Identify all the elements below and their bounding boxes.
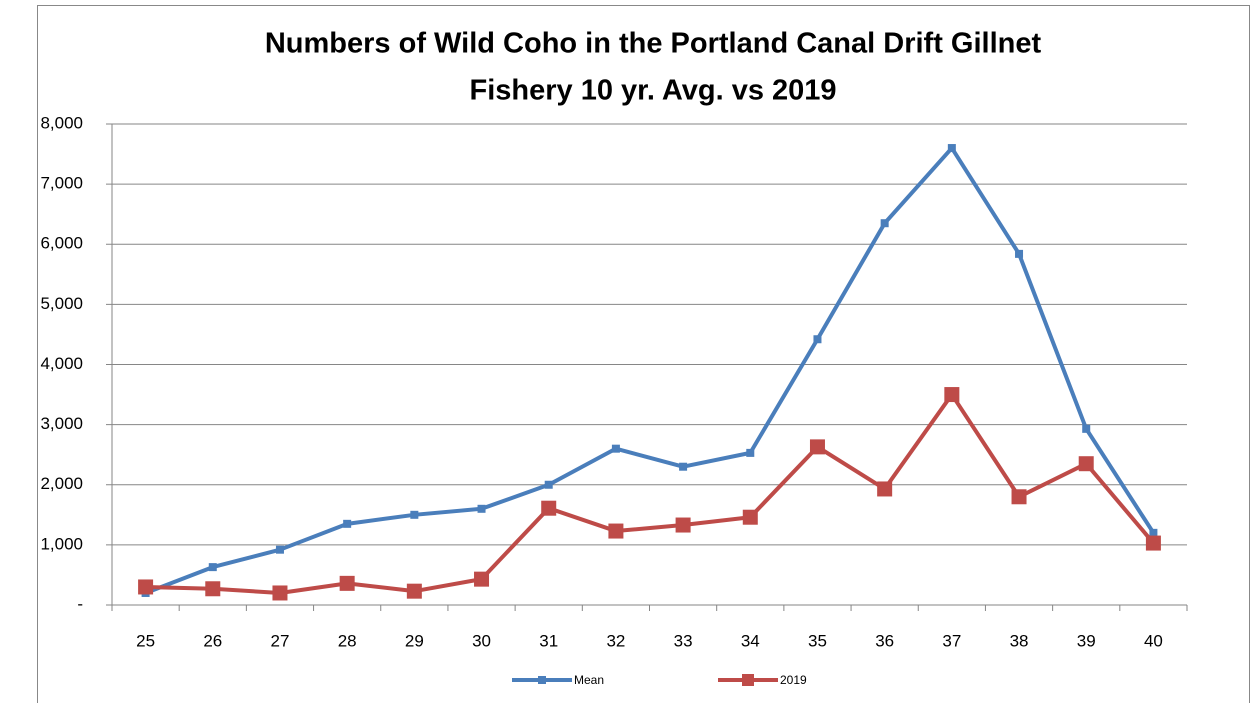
x-tick-label: 26 [203,631,222,650]
marker [608,523,624,539]
legend-marker [538,676,546,684]
legend-label: 2019 [780,673,807,687]
marker [675,517,691,533]
x-tick-label: 30 [472,631,491,650]
marker [742,509,758,525]
legend-marker [742,674,754,686]
marker [877,481,893,497]
y-tick-label: 3,000 [40,414,83,433]
legend-label: Mean [574,673,604,687]
marker [611,444,620,453]
marker [208,563,217,572]
series-line [144,146,1156,595]
marker [410,510,419,519]
y-tick-label: 1,000 [40,534,83,553]
x-tick-label: 36 [875,631,894,650]
y-tick-label: 5,000 [40,294,83,313]
marker [205,581,221,597]
series-line [145,392,1155,595]
marker [272,585,288,601]
x-tick-label: 27 [271,631,290,650]
marker [275,545,284,554]
x-tick-label: 35 [808,631,827,650]
marker [544,480,553,489]
marker [880,219,889,228]
x-tick-label: 40 [1144,631,1163,650]
marker [1015,249,1024,258]
chart-title: Fishery 10 yr. Avg. vs 2019 [469,75,836,107]
marker [343,519,352,528]
marker [406,583,422,599]
y-tick-label: 2,000 [40,474,83,493]
marker [746,448,755,457]
x-tick-label: 38 [1010,631,1029,650]
x-tick-label: 34 [741,631,760,650]
y-tick-label: 4,000 [40,354,83,373]
y-tick-label: 6,000 [40,234,83,253]
marker [541,500,557,516]
chart-title: Numbers of Wild Coho in the Portland Can… [265,28,1042,60]
x-tick-label: 29 [405,631,424,650]
y-tick-label: - [77,594,83,613]
x-tick-label: 31 [539,631,558,650]
marker [679,462,688,471]
x-tick-label: 39 [1077,631,1096,650]
marker [809,439,825,455]
marker [477,504,486,513]
x-tick-label: 25 [136,631,155,650]
marker [944,387,960,403]
marker [947,144,956,153]
marker [339,575,355,591]
marker [138,579,154,595]
x-tick-label: 32 [606,631,625,650]
x-tick-label: 33 [674,631,693,650]
marker [1145,535,1161,551]
y-tick-label: 7,000 [40,174,83,193]
x-tick-label: 37 [942,631,961,650]
marker [813,335,822,344]
marker [474,571,490,587]
chart-frame [37,5,1250,703]
marker [1149,528,1158,537]
marker [1078,456,1094,472]
y-tick-label: 8,000 [40,113,83,132]
marker [1082,424,1091,433]
marker [1011,489,1027,505]
x-tick-label: 28 [338,631,357,650]
